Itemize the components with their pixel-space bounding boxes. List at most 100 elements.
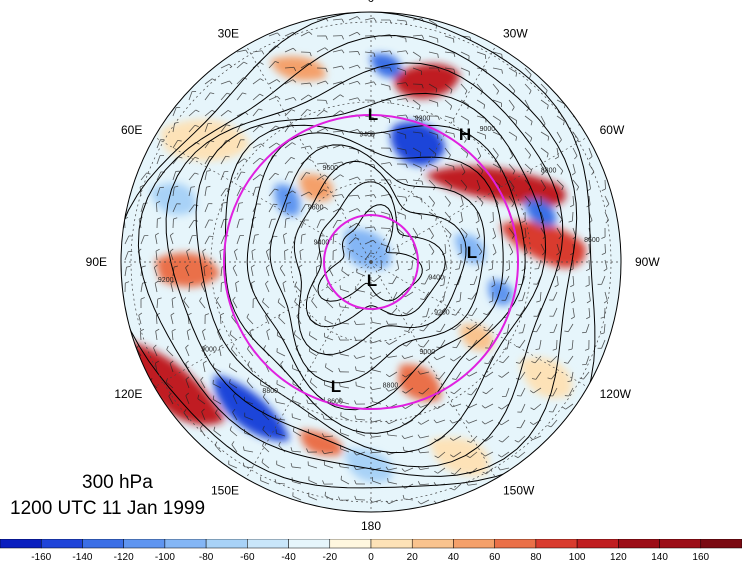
- wind-barb-shaft: [380, 83, 390, 87]
- wind-barb-flag: [373, 210, 377, 215]
- wind-barb-shaft: [389, 371, 398, 378]
- wind-barb-flag: [419, 345, 424, 348]
- wind-barb-shaft: [364, 179, 375, 181]
- wind-barb-shaft: [524, 115, 533, 122]
- wind-barb-shaft: [299, 251, 302, 261]
- wind-barb-shaft: [476, 131, 486, 136]
- wind-barb-shaft: [332, 94, 341, 101]
- wind-barb-shaft: [380, 227, 391, 229]
- wind-barb-flag: [511, 187, 515, 191]
- wind-barb-flag: [401, 468, 405, 472]
- wind-barb-flag: [299, 248, 304, 252]
- wind-barb-shaft: [266, 331, 270, 341]
- wind-barb-shaft: [392, 291, 398, 301]
- height-contour-label: 9200: [158, 277, 174, 284]
- wind-barb-flag: [199, 297, 202, 302]
- wind-barb-flag: [274, 172, 279, 176]
- wind-barb-flag: [455, 268, 460, 270]
- wind-barb-shaft: [232, 395, 238, 405]
- wind-barb-flag: [178, 156, 183, 159]
- colorbar-box: [411, 539, 454, 549]
- wind-barb-shaft: [140, 172, 147, 181]
- wind-barb-flag: [481, 421, 486, 425]
- meridian-line: [154, 261, 372, 388]
- wind-barb-flag: [168, 392, 172, 397]
- wind-barb-flag: [234, 248, 238, 252]
- wind-barb-flag: [505, 268, 510, 272]
- wind-barb-flag: [476, 236, 481, 240]
- wind-barb-flag: [325, 68, 328, 73]
- wind-barb-shaft: [476, 179, 481, 189]
- wind-barb-shaft: [423, 339, 430, 348]
- wind-barb-shaft: [508, 99, 515, 108]
- wind-barb-flag: [222, 202, 227, 204]
- colorbar-box: [329, 539, 372, 549]
- wind-barb-shaft: [572, 275, 575, 285]
- wind-barb-flag: [521, 220, 526, 223]
- wind-barb-flag: [245, 49, 249, 54]
- wind-barb-shaft: [508, 83, 516, 92]
- wind-barb-shaft: [251, 251, 254, 261]
- wind-barb-flag: [450, 185, 453, 190]
- wind-barb-shaft: [348, 64, 358, 69]
- wind-barb-flag: [569, 204, 574, 208]
- wind-barb-flag: [185, 392, 190, 396]
- wind-barb-shaft: [332, 18, 342, 21]
- wind-barb-flag: [228, 363, 231, 368]
- wind-barb-shaft: [155, 314, 158, 325]
- wind-barb-shaft: [412, 115, 422, 119]
- wind-barb-shaft: [348, 222, 357, 229]
- wind-barb-shaft: [252, 174, 261, 181]
- wind-barb-shaft: [492, 83, 499, 92]
- wind-barb-flag: [385, 341, 390, 345]
- wind-barb-shaft: [524, 147, 532, 156]
- wind-barb-shaft: [316, 127, 326, 133]
- wind-barb-shaft: [364, 115, 374, 119]
- wind-barb-shaft: [348, 16, 358, 21]
- wind-barb-shaft: [469, 355, 478, 362]
- wind-barb-shaft: [308, 416, 318, 421]
- wind-barb-flag: [203, 264, 208, 268]
- wind-barb-flag: [511, 203, 515, 207]
- wind-barb-shaft: [460, 99, 469, 106]
- wind-barb-flag: [419, 152, 422, 157]
- wind-barb-shaft: [340, 415, 350, 421]
- wind-barb-shaft: [485, 435, 494, 442]
- wind-barb-flag: [531, 361, 536, 364]
- wind-barb-shaft: [310, 381, 318, 389]
- wind-barb-shaft: [324, 495, 334, 501]
- wind-barb-flag: [341, 194, 345, 199]
- wind-barb-flag: [466, 327, 471, 330]
- anomaly-positive-region: [155, 252, 220, 287]
- wind-barb-shaft: [236, 92, 243, 101]
- wind-barb-flag: [433, 405, 438, 410]
- wind-barb-shaft: [492, 243, 497, 253]
- wind-barb-shaft: [229, 429, 238, 437]
- colorbar-box: [164, 539, 207, 549]
- wind-barb-shaft: [340, 353, 350, 357]
- wind-barb-shaft: [262, 445, 270, 453]
- longitude-label: 60E: [121, 123, 142, 137]
- wind-barb-shaft: [204, 171, 208, 181]
- wind-barb-shaft: [197, 398, 206, 405]
- wind-barb-shaft: [469, 467, 478, 475]
- wind-barb-shaft: [153, 347, 158, 357]
- wind-barb-flag: [407, 268, 412, 271]
- pressure-center-low: L: [368, 105, 378, 124]
- wind-barb-shaft: [552, 403, 558, 413]
- wind-barb-shaft: [171, 331, 174, 341]
- wind-barb-shaft: [213, 430, 222, 437]
- wind-barb-shaft: [373, 275, 382, 282]
- wind-barb-shaft: [373, 291, 382, 297]
- wind-barb-flag: [482, 391, 487, 395]
- wind-barb-shaft: [372, 419, 382, 423]
- wind-barb-flag: [385, 466, 389, 471]
- colorbar-tick-label: 100: [569, 552, 586, 561]
- wind-barb-shaft: [199, 300, 206, 309]
- wind-barb-flag: [292, 47, 297, 52]
- anomaly-positive-region: [430, 437, 489, 476]
- anomaly-positive-region: [425, 166, 566, 207]
- height-contour-label: 9000: [420, 349, 436, 356]
- wind-barb-flag: [605, 203, 610, 208]
- wind-barb-flag: [465, 234, 468, 239]
